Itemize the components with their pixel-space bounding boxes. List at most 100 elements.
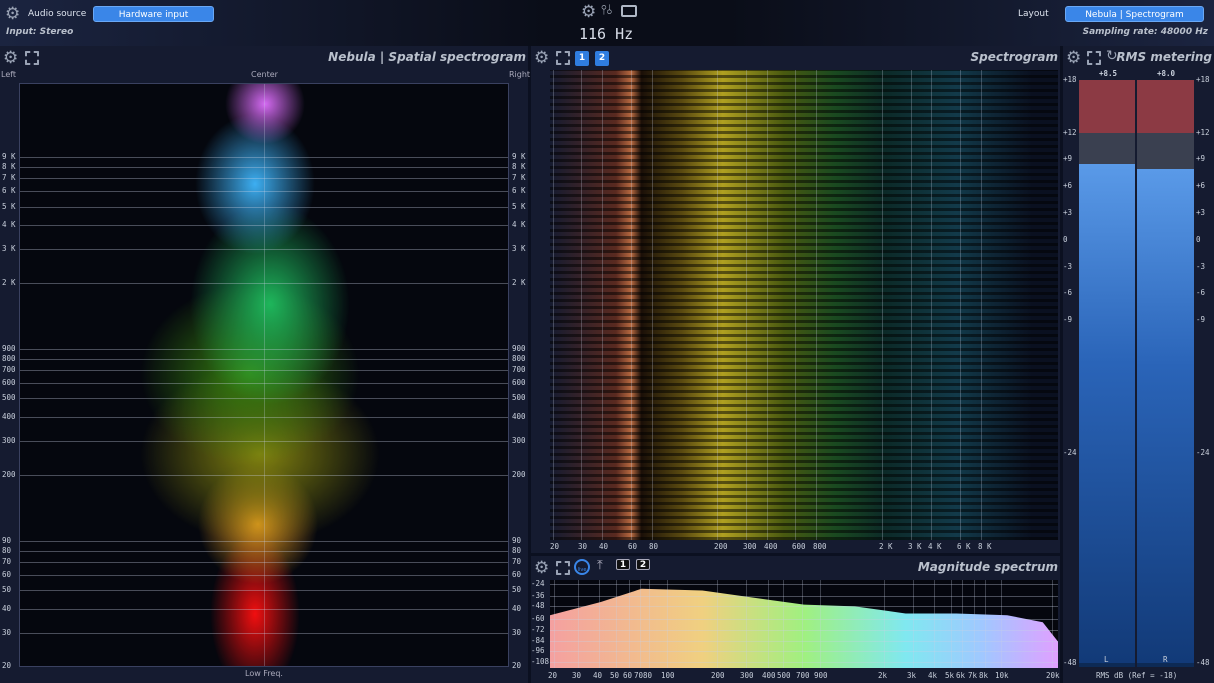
- channel-1-button[interactable]: 1: [575, 51, 589, 66]
- freq-label: 40: [599, 542, 609, 551]
- freq-label: 9 K: [512, 152, 526, 161]
- snapshot-2-button[interactable]: 2: [636, 559, 650, 570]
- grid-line: [746, 580, 747, 668]
- frequency-readout: 116 Hz: [579, 25, 634, 43]
- freq-label: 80: [2, 546, 12, 555]
- grid-line: [652, 70, 653, 540]
- freq-label: 3 K: [2, 244, 16, 253]
- freq-label: 40: [2, 604, 12, 613]
- grid-line: [20, 349, 508, 350]
- spectrogram-panel: ⚙ 1 2 Spectrogram 20 30 40 60 80 200 300 400 600…: [531, 46, 1060, 553]
- live-play-button[interactable]: live: [574, 559, 590, 575]
- settings-gear-icon[interactable]: ⚙: [581, 2, 597, 22]
- gear-icon[interactable]: ⚙: [534, 48, 550, 68]
- grid-line: [20, 609, 508, 610]
- fullscreen-icon[interactable]: [1087, 51, 1101, 65]
- freq-label: 7k: [968, 671, 978, 680]
- grid-line: [884, 580, 885, 668]
- freq-label: 80: [643, 671, 653, 680]
- over-zone: [1079, 80, 1135, 133]
- freq-label: 30: [512, 628, 522, 637]
- grid-line: [616, 580, 617, 668]
- fullscreen-icon[interactable]: [556, 561, 570, 575]
- io-icon[interactable]: [621, 5, 637, 17]
- freq-label: 400: [2, 412, 16, 421]
- peak-zone: [1079, 133, 1135, 165]
- mixer-icon[interactable]: ⫯⫰: [601, 3, 613, 18]
- freq-label: 2k: [878, 671, 888, 680]
- channel-2-button[interactable]: 2: [595, 51, 609, 66]
- grid-line: [550, 651, 1058, 652]
- gear-icon[interactable]: ⚙: [1066, 48, 1082, 68]
- grid-line: [20, 359, 508, 360]
- low-freq-label: Low Freq.: [245, 669, 283, 678]
- freq-label: 30: [572, 671, 582, 680]
- grid-line: [985, 580, 986, 668]
- freq-label: 200: [512, 470, 526, 479]
- grid-line: [717, 580, 718, 668]
- grid-line: [960, 70, 961, 540]
- freq-label: 4 K: [928, 542, 942, 551]
- freq-label: 900: [512, 344, 526, 353]
- grid-line: [581, 70, 582, 540]
- freq-label: 900: [2, 344, 16, 353]
- live-label: live: [577, 567, 587, 573]
- freq-label: 700: [2, 365, 16, 374]
- scale-label: -3: [1196, 262, 1206, 271]
- db-label: -96: [531, 646, 545, 655]
- freq-label: 800: [813, 542, 827, 551]
- grid-line: [20, 441, 508, 442]
- spectrogram-texture: [550, 70, 1058, 540]
- layout-button[interactable]: Nebula | Spectrogram: [1065, 6, 1204, 22]
- freq-label: 8 K: [2, 162, 16, 171]
- fullscreen-icon[interactable]: [25, 51, 39, 65]
- freq-label: 60: [628, 542, 638, 551]
- freq-label: 500: [777, 671, 791, 680]
- grid-line: [550, 596, 1058, 597]
- freq-label: 2 K: [2, 278, 16, 287]
- scale-label: -24: [1063, 448, 1077, 457]
- grid-line: [550, 662, 1058, 663]
- grid-line: [550, 641, 1058, 642]
- grid-line: [934, 580, 935, 668]
- magnitude-plot[interactable]: [550, 580, 1058, 668]
- top-bar: ⚙ Audio source Hardware input Input: Ste…: [0, 0, 1214, 46]
- gear-icon[interactable]: ⚙: [534, 558, 550, 578]
- grid-line: [981, 70, 982, 540]
- snapshot-1-button[interactable]: 1: [616, 559, 630, 570]
- freq-label: 7 K: [2, 173, 16, 182]
- audio-source-button[interactable]: Hardware input: [93, 6, 214, 22]
- freq-label: 9 K: [2, 152, 16, 161]
- right-peak-value: +8.0: [1157, 69, 1176, 78]
- reset-icon[interactable]: ↻: [1106, 48, 1118, 64]
- nebula-plot[interactable]: [19, 83, 509, 667]
- scale-label: -6: [1196, 288, 1206, 297]
- grid-line: [20, 157, 508, 158]
- freq-label: 70: [512, 557, 522, 566]
- gear-icon[interactable]: ⚙: [5, 4, 21, 24]
- scale-label: -48: [1063, 658, 1077, 667]
- grid-line: [974, 580, 975, 668]
- gear-icon[interactable]: ⚙: [3, 48, 19, 68]
- db-label: -48: [531, 601, 545, 610]
- freq-label: 300: [740, 671, 754, 680]
- panel-title: Nebula | Spatial spectrogram: [328, 50, 526, 64]
- scale-label: +3: [1196, 208, 1206, 217]
- freq-label: 700: [796, 671, 810, 680]
- grid-line: [20, 383, 508, 384]
- freq-label: 8 K: [512, 162, 526, 171]
- freq-label: 4 K: [2, 220, 16, 229]
- spectrogram-plot[interactable]: [550, 70, 1058, 540]
- panel-title: RMS metering: [1116, 50, 1212, 64]
- grid-line: [768, 580, 769, 668]
- grid-line: [20, 562, 508, 563]
- scale-label: +18: [1196, 75, 1210, 84]
- grid-line: [20, 207, 508, 208]
- channel-right-label: R: [1163, 655, 1168, 664]
- left-peak-value: +8.5: [1099, 69, 1118, 78]
- fullscreen-icon[interactable]: [556, 51, 570, 65]
- freq-label: 3 K: [908, 542, 922, 551]
- grid-line: [767, 70, 768, 540]
- freq-label: 4 K: [512, 220, 526, 229]
- peak-hold-icon[interactable]: ⤒: [597, 558, 603, 573]
